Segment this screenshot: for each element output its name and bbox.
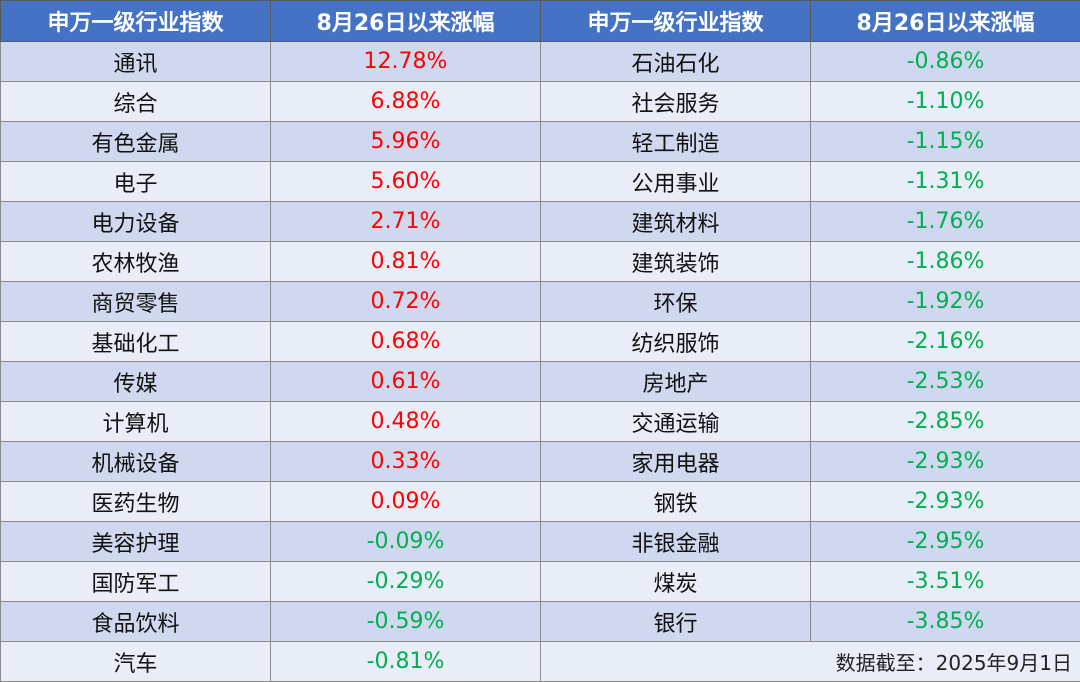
industry-name: 美容护理 — [1, 522, 271, 562]
industry-name: 传媒 — [1, 362, 271, 402]
industry-name: 综合 — [1, 82, 271, 122]
industry-name: 电子 — [1, 162, 271, 202]
header-change-left: 8月26日以来涨幅 — [271, 1, 541, 42]
change-value: -0.29% — [271, 562, 541, 602]
industry-name: 房地产 — [541, 362, 811, 402]
change-value: -2.16% — [811, 322, 1080, 362]
change-value: 0.33% — [271, 442, 541, 482]
industry-name: 农林牧渔 — [1, 242, 271, 282]
header-industry-right: 申万一级行业指数 — [541, 1, 811, 42]
change-value: -2.93% — [811, 482, 1080, 522]
change-value: -1.86% — [811, 242, 1080, 282]
change-value: -1.31% — [811, 162, 1080, 202]
change-value: 0.68% — [271, 322, 541, 362]
change-value: 5.60% — [271, 162, 541, 202]
header-row: 申万一级行业指数 8月26日以来涨幅 申万一级行业指数 8月26日以来涨幅 — [1, 1, 1080, 42]
change-value: -2.95% — [811, 522, 1080, 562]
table-row: 食品饮料 -0.59% 银行 -3.85% — [1, 602, 1080, 642]
change-value: -3.51% — [811, 562, 1080, 602]
industry-name: 家用电器 — [541, 442, 811, 482]
change-value: -1.76% — [811, 202, 1080, 242]
change-value: -2.85% — [811, 402, 1080, 442]
change-value: 0.72% — [271, 282, 541, 322]
industry-name: 轻工制造 — [541, 122, 811, 162]
table-row: 商贸零售 0.72% 环保 -1.92% — [1, 282, 1080, 322]
header-industry-left: 申万一级行业指数 — [1, 1, 271, 42]
change-value: 0.09% — [271, 482, 541, 522]
change-value: 5.96% — [271, 122, 541, 162]
table-row: 有色金属 5.96% 轻工制造 -1.15% — [1, 122, 1080, 162]
industry-name: 石油石化 — [541, 42, 811, 82]
table-row: 机械设备 0.33% 家用电器 -2.93% — [1, 442, 1080, 482]
industry-name: 电力设备 — [1, 202, 271, 242]
industry-name: 钢铁 — [541, 482, 811, 522]
table-row: 传媒 0.61% 房地产 -2.53% — [1, 362, 1080, 402]
table-row: 综合 6.88% 社会服务 -1.10% — [1, 82, 1080, 122]
industry-name: 环保 — [541, 282, 811, 322]
industry-name: 计算机 — [1, 402, 271, 442]
table-row: 医药生物 0.09% 钢铁 -2.93% — [1, 482, 1080, 522]
industry-name: 非银金融 — [541, 522, 811, 562]
industry-name: 社会服务 — [541, 82, 811, 122]
table-row: 电子 5.60% 公用事业 -1.31% — [1, 162, 1080, 202]
change-value: 2.71% — [271, 202, 541, 242]
industry-name: 商贸零售 — [1, 282, 271, 322]
change-value: -0.59% — [271, 602, 541, 642]
industry-name: 医药生物 — [1, 482, 271, 522]
industry-name: 国防军工 — [1, 562, 271, 602]
industry-name: 汽车 — [1, 642, 271, 682]
industry-name: 有色金属 — [1, 122, 271, 162]
table-row: 基础化工 0.68% 纺织服饰 -2.16% — [1, 322, 1080, 362]
industry-name: 食品饮料 — [1, 602, 271, 642]
table-body: 通讯 12.78% 石油石化 -0.86% 综合 6.88% 社会服务 -1.1… — [1, 42, 1080, 682]
change-value: -0.09% — [271, 522, 541, 562]
header-change-right: 8月26日以来涨幅 — [811, 1, 1080, 42]
table-row: 国防军工 -0.29% 煤炭 -3.51% — [1, 562, 1080, 602]
industry-name: 基础化工 — [1, 322, 271, 362]
change-value: -3.85% — [811, 602, 1080, 642]
change-value: 0.48% — [271, 402, 541, 442]
industry-name: 建筑材料 — [541, 202, 811, 242]
change-value: -0.86% — [811, 42, 1080, 82]
change-value: -2.53% — [811, 362, 1080, 402]
industry-name: 交通运输 — [541, 402, 811, 442]
industry-name: 机械设备 — [1, 442, 271, 482]
industry-name: 纺织服饰 — [541, 322, 811, 362]
change-value: 0.61% — [271, 362, 541, 402]
change-value: -0.81% — [271, 642, 541, 682]
change-value: 6.88% — [271, 82, 541, 122]
industry-name: 建筑装饰 — [541, 242, 811, 282]
table-row: 农林牧渔 0.81% 建筑装饰 -1.86% — [1, 242, 1080, 282]
data-date-note: 数据截至：2025年9月1日 — [541, 642, 1080, 682]
table-row: 美容护理 -0.09% 非银金融 -2.95% — [1, 522, 1080, 562]
change-value: -2.93% — [811, 442, 1080, 482]
table-row: 电力设备 2.71% 建筑材料 -1.76% — [1, 202, 1080, 242]
table-row: 通讯 12.78% 石油石化 -0.86% — [1, 42, 1080, 82]
industry-name: 公用事业 — [541, 162, 811, 202]
change-value: 12.78% — [271, 42, 541, 82]
industry-name: 银行 — [541, 602, 811, 642]
industry-name: 通讯 — [1, 42, 271, 82]
table-row: 计算机 0.48% 交通运输 -2.85% — [1, 402, 1080, 442]
change-value: -1.92% — [811, 282, 1080, 322]
table-row-last: 汽车 -0.81% 数据截至：2025年9月1日 — [1, 642, 1080, 682]
change-value: -1.10% — [811, 82, 1080, 122]
change-value: -1.15% — [811, 122, 1080, 162]
industry-name: 煤炭 — [541, 562, 811, 602]
change-value: 0.81% — [271, 242, 541, 282]
